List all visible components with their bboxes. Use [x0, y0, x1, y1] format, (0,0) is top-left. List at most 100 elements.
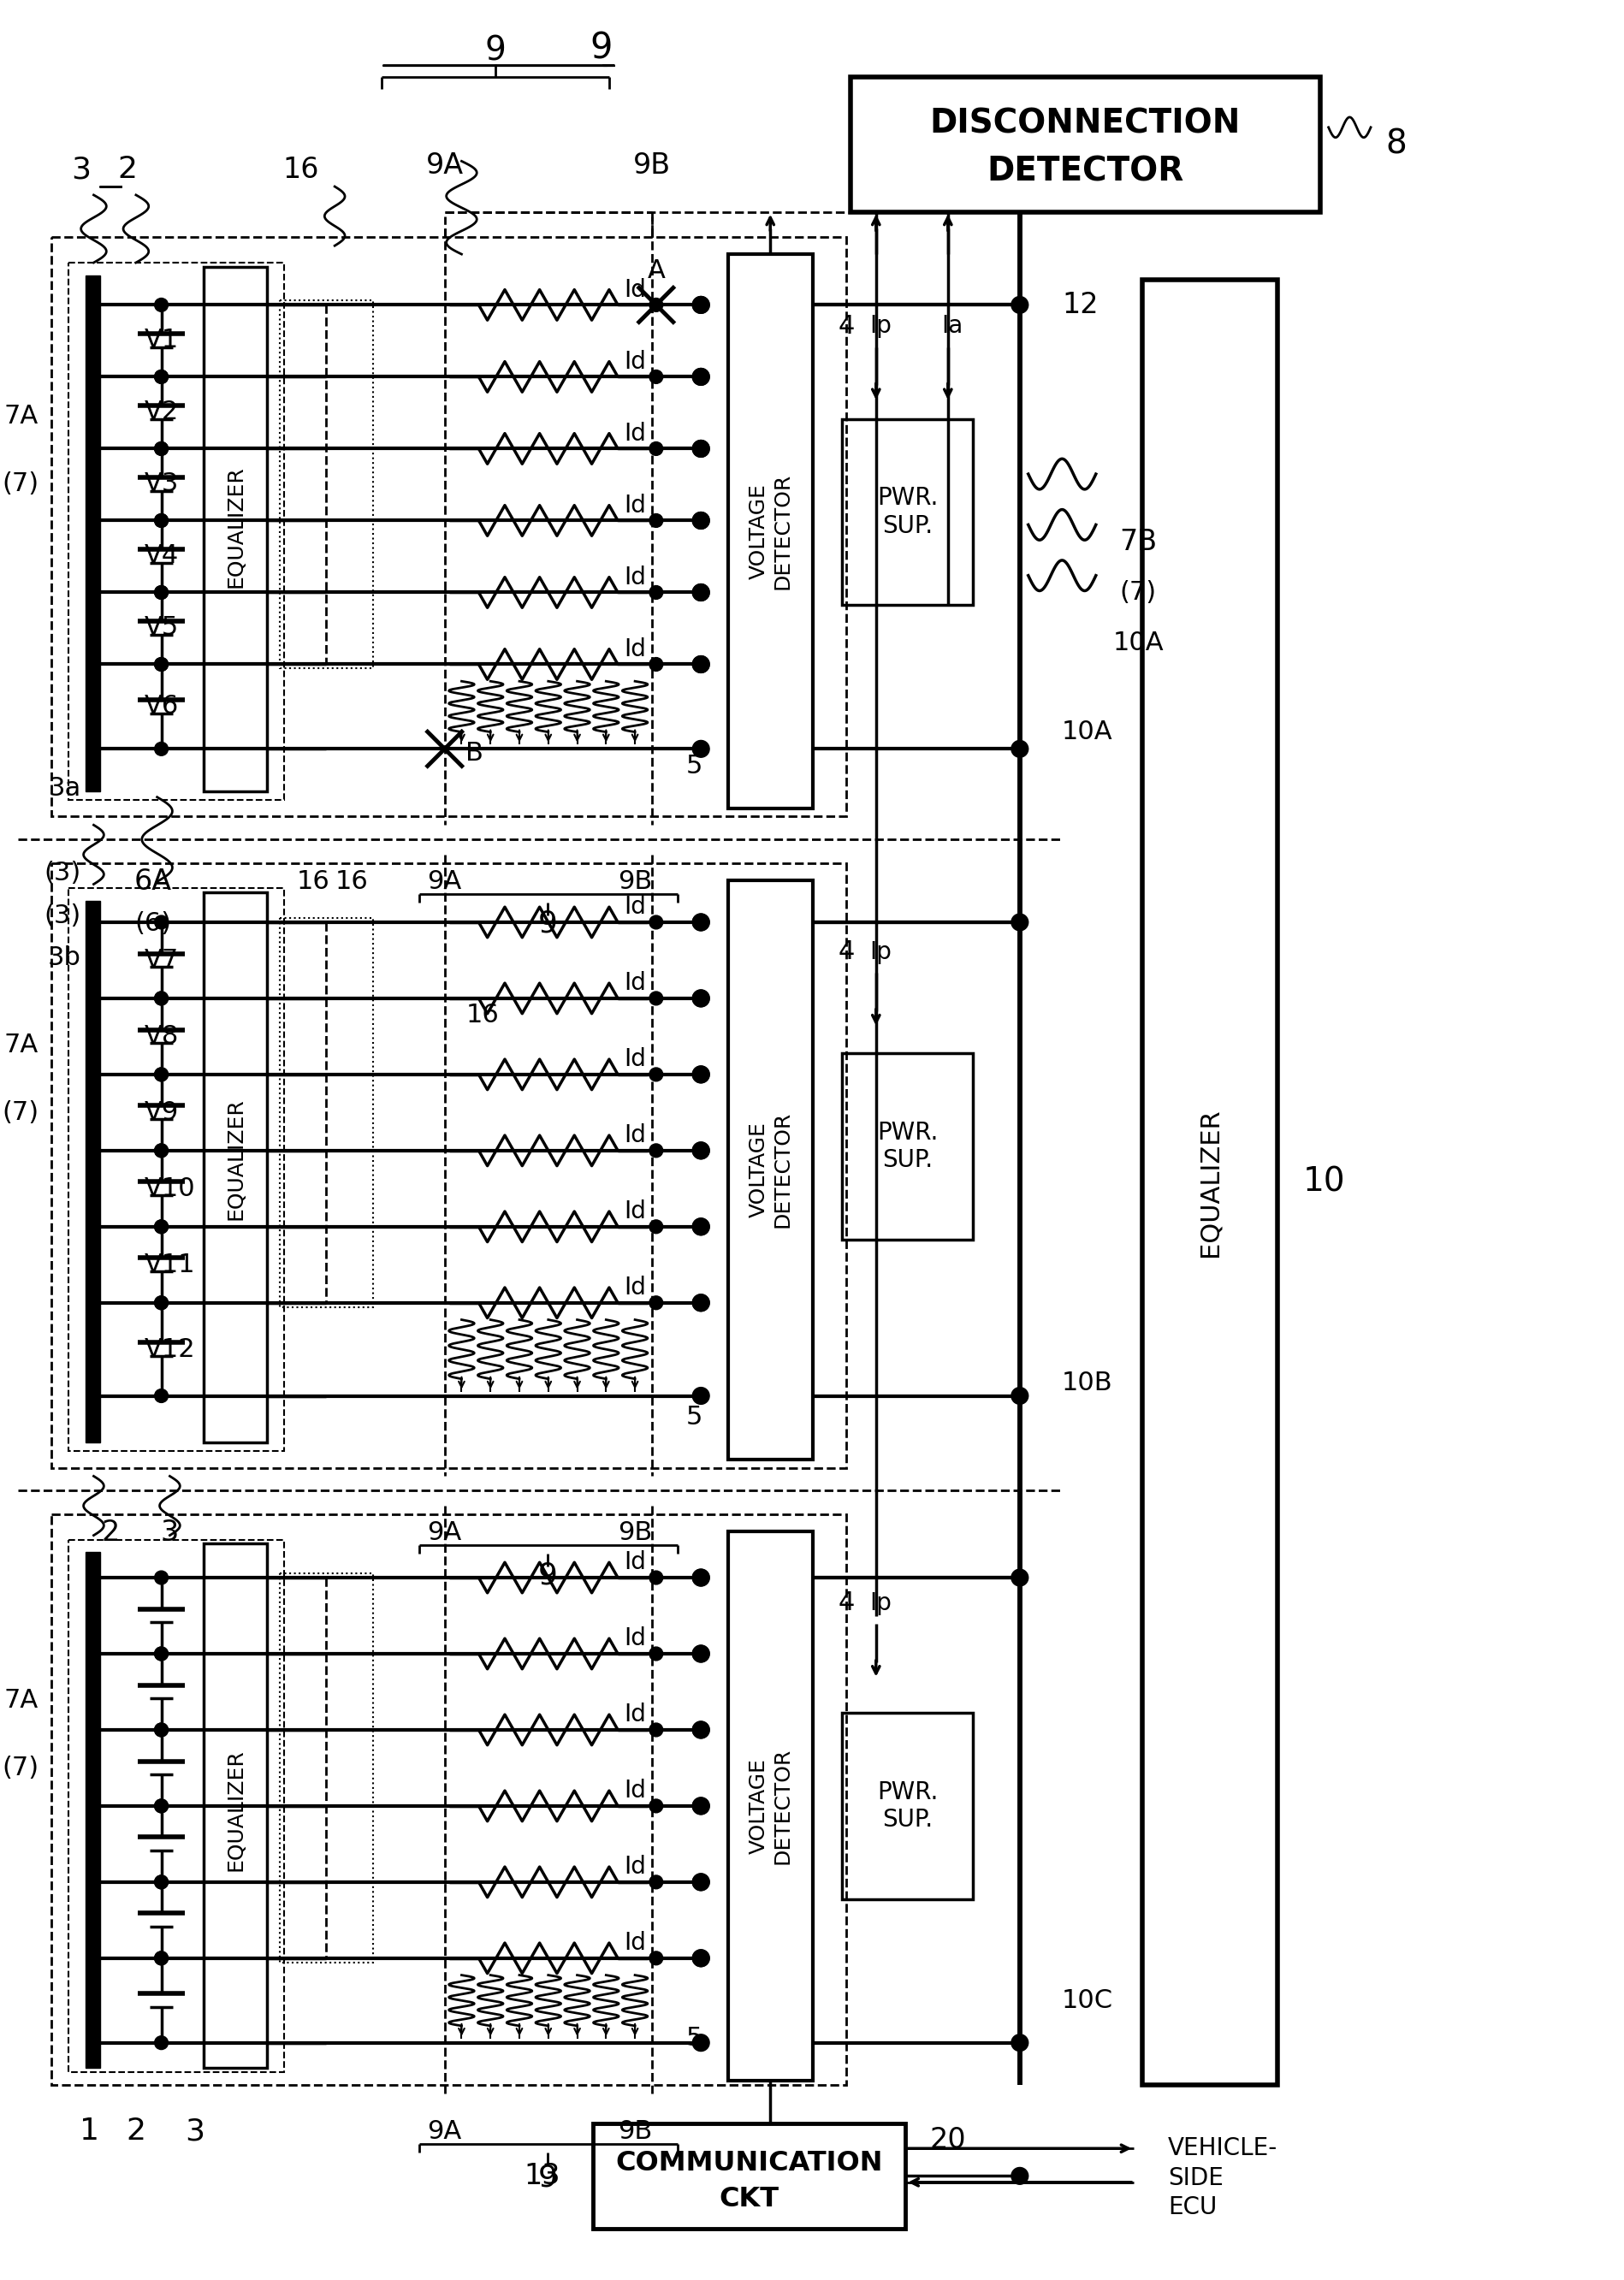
Text: Id: Id — [624, 1199, 646, 1224]
Circle shape — [154, 369, 169, 383]
Text: ECU: ECU — [1168, 2196, 1216, 2221]
Text: 12: 12 — [1062, 292, 1098, 319]
Circle shape — [650, 1799, 663, 1813]
Circle shape — [650, 513, 663, 527]
Circle shape — [692, 1874, 710, 1890]
Text: Ia: Ia — [942, 315, 963, 337]
Circle shape — [1012, 2168, 1028, 2184]
Circle shape — [650, 586, 663, 600]
Text: 7A: 7A — [5, 1033, 39, 1058]
Circle shape — [650, 1067, 663, 1081]
Text: EQUALIZER: EQUALIZER — [226, 1099, 245, 1220]
Text: 10: 10 — [1302, 1165, 1346, 1199]
Circle shape — [1012, 914, 1028, 930]
Circle shape — [692, 2034, 710, 2052]
Circle shape — [650, 442, 663, 456]
Text: Id: Id — [624, 1856, 646, 1879]
Circle shape — [692, 1797, 710, 1815]
Circle shape — [692, 1949, 710, 1968]
Circle shape — [154, 1067, 169, 1081]
Circle shape — [692, 657, 710, 673]
Circle shape — [154, 1220, 169, 1233]
Text: VOLTAGE
DETECTOR: VOLTAGE DETECTOR — [749, 1110, 793, 1229]
Text: 7A: 7A — [5, 1687, 39, 1712]
Text: 3: 3 — [71, 155, 91, 185]
Circle shape — [154, 1952, 169, 1965]
Circle shape — [692, 1646, 710, 1662]
Circle shape — [692, 1386, 710, 1404]
Text: 9: 9 — [486, 34, 507, 68]
Bar — [279, 919, 374, 1306]
Text: 5: 5 — [685, 2027, 703, 2052]
Text: 9B: 9B — [617, 2118, 653, 2143]
Text: Id: Id — [624, 1931, 646, 1954]
Text: (3): (3) — [44, 903, 81, 928]
Text: 5: 5 — [685, 1404, 703, 1430]
Text: 20: 20 — [929, 2125, 966, 2155]
Circle shape — [692, 1218, 710, 1236]
Bar — [279, 1573, 374, 1963]
Text: 9: 9 — [538, 1560, 557, 1589]
Text: Id: Id — [624, 1275, 646, 1300]
Text: 9B: 9B — [617, 869, 653, 894]
Circle shape — [692, 513, 710, 529]
Circle shape — [154, 442, 169, 456]
Text: B: B — [466, 741, 484, 766]
Text: 10A: 10A — [1062, 720, 1112, 743]
Text: 16: 16 — [335, 869, 369, 894]
Text: Id: Id — [624, 565, 646, 588]
Text: 9B: 9B — [633, 150, 671, 180]
Circle shape — [154, 992, 169, 1005]
Circle shape — [154, 741, 169, 755]
Text: V12: V12 — [145, 1336, 195, 1361]
Text: PWR.
SUP.: PWR. SUP. — [877, 1119, 939, 1172]
Bar — [84, 901, 101, 1443]
Text: V9: V9 — [145, 1101, 179, 1124]
Circle shape — [154, 992, 169, 1005]
Text: Id: Id — [624, 492, 646, 518]
Circle shape — [692, 1067, 710, 1083]
Bar — [851, 78, 1320, 212]
Text: (7): (7) — [2, 1756, 39, 1781]
Bar — [68, 1539, 284, 2073]
Text: V11: V11 — [145, 1252, 195, 1277]
Bar — [203, 267, 266, 791]
Text: 5: 5 — [685, 752, 703, 777]
Text: 10A: 10A — [1112, 632, 1164, 657]
Circle shape — [692, 1874, 710, 1890]
Circle shape — [692, 990, 710, 1008]
Circle shape — [650, 299, 663, 312]
Text: 4: 4 — [838, 939, 854, 964]
Circle shape — [154, 1799, 169, 1813]
Text: (6): (6) — [135, 912, 171, 937]
Text: (7): (7) — [2, 1101, 39, 1124]
Circle shape — [692, 657, 710, 673]
Circle shape — [650, 369, 663, 383]
Text: 9B: 9B — [617, 1521, 653, 1546]
Circle shape — [1012, 1386, 1028, 1404]
Bar — [1142, 280, 1278, 2084]
Text: EQUALIZER: EQUALIZER — [226, 465, 245, 588]
Circle shape — [692, 296, 710, 312]
Circle shape — [650, 1220, 663, 1233]
Circle shape — [154, 1067, 169, 1081]
Circle shape — [692, 1721, 710, 1737]
Circle shape — [692, 584, 710, 602]
Circle shape — [1012, 296, 1028, 312]
Text: 13: 13 — [525, 2161, 560, 2191]
Text: V5: V5 — [145, 616, 179, 641]
Circle shape — [154, 1295, 169, 1309]
Text: Id: Id — [624, 896, 646, 919]
Text: Ip: Ip — [869, 939, 892, 964]
Text: 3a: 3a — [49, 775, 81, 800]
Circle shape — [650, 1724, 663, 1737]
Circle shape — [650, 1145, 663, 1158]
Text: 3b: 3b — [47, 946, 81, 971]
Text: CKT: CKT — [719, 2187, 780, 2212]
Circle shape — [154, 1646, 169, 1660]
Text: 4: 4 — [838, 1591, 854, 1617]
Circle shape — [154, 586, 169, 600]
Circle shape — [692, 990, 710, 1008]
Circle shape — [154, 1876, 169, 1888]
Text: 1: 1 — [80, 2118, 99, 2145]
